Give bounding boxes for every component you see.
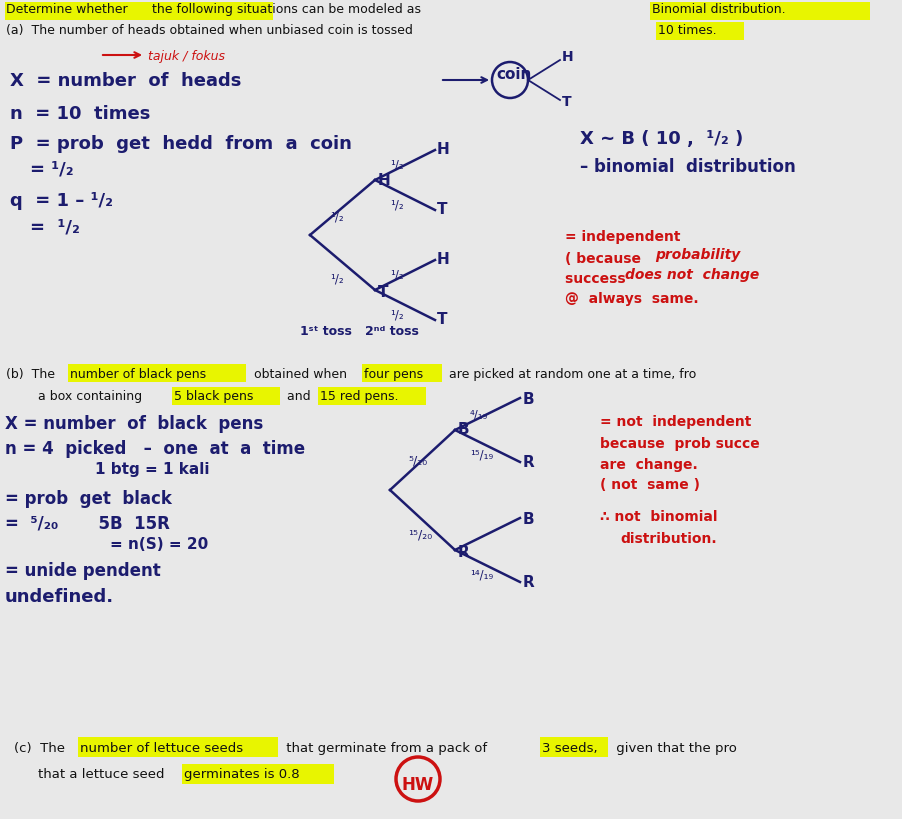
Text: that germinate from a pack of: that germinate from a pack of — [281, 742, 491, 755]
Text: 5 black pens: 5 black pens — [174, 390, 253, 403]
Bar — [5, 2, 272, 20]
Bar — [649, 2, 869, 20]
Text: ⁴/₁₉: ⁴/₁₉ — [469, 408, 488, 421]
Text: ¹/₂: ¹/₂ — [390, 198, 403, 211]
Text: (a)  The number of heads obtained when unbiased coin is tossed: (a) The number of heads obtained when un… — [6, 24, 417, 37]
Text: the following situations can be modeled as: the following situations can be modeled … — [148, 3, 425, 16]
Text: a box containing: a box containing — [38, 390, 146, 403]
Text: does not  change: does not change — [624, 268, 759, 282]
Bar — [539, 737, 607, 757]
Text: and: and — [282, 390, 314, 403]
Text: ( not  same ): ( not same ) — [599, 478, 699, 492]
Bar — [68, 364, 245, 382]
Bar — [318, 387, 426, 405]
Text: q  = 1 – ¹/₂: q = 1 – ¹/₂ — [10, 192, 113, 210]
Text: = n(S) = 20: = n(S) = 20 — [110, 537, 208, 552]
Text: P  = prob  get  hedd  from  a  coin: P = prob get hedd from a coin — [10, 135, 352, 153]
Text: X ~ B ( 10 ,  ¹/₂ ): X ~ B ( 10 , ¹/₂ ) — [579, 130, 742, 148]
Text: B: B — [457, 422, 469, 437]
Text: – binomial  distribution: – binomial distribution — [579, 158, 795, 176]
Text: undefined.: undefined. — [5, 588, 114, 606]
Text: HW: HW — [401, 776, 434, 794]
Text: ∴ not  binomial: ∴ not binomial — [599, 510, 717, 524]
Text: ¹/₂: ¹/₂ — [390, 308, 403, 321]
Text: (c)  The: (c) The — [14, 742, 69, 755]
Text: because  prob succe: because prob succe — [599, 437, 759, 451]
Bar — [362, 364, 441, 382]
Text: success: success — [565, 272, 635, 286]
Text: T: T — [378, 285, 388, 300]
Text: @  always  same.: @ always same. — [565, 292, 698, 306]
Text: B: B — [522, 512, 534, 527]
Text: Determine whether: Determine whether — [6, 3, 127, 16]
Text: number of black pens: number of black pens — [70, 368, 206, 381]
Text: 15 red pens.: 15 red pens. — [319, 390, 398, 403]
Text: ¹⁵/₂₀: ¹⁵/₂₀ — [408, 528, 432, 541]
Text: H: H — [437, 252, 449, 267]
Text: 2ⁿᵈ toss: 2ⁿᵈ toss — [364, 325, 419, 338]
Text: 10 times.: 10 times. — [658, 24, 716, 37]
Text: tajuk / fokus: tajuk / fokus — [148, 50, 225, 63]
Bar — [171, 387, 280, 405]
Text: =  ⁵/₂₀       5B  15R: = ⁵/₂₀ 5B 15R — [5, 515, 170, 533]
Text: ¹/₂: ¹/₂ — [390, 268, 403, 281]
Text: = independent: = independent — [565, 230, 680, 244]
Text: H: H — [561, 50, 573, 64]
Text: = ¹/₂: = ¹/₂ — [30, 160, 74, 178]
Text: four pens: four pens — [364, 368, 423, 381]
Text: that a lettuce seed: that a lettuce seed — [38, 768, 169, 781]
Text: =  ¹/₂: = ¹/₂ — [30, 218, 79, 236]
Text: X  = number  of  heads: X = number of heads — [10, 72, 241, 90]
Text: number of lettuce seeds: number of lettuce seeds — [80, 742, 243, 755]
Text: probability: probability — [654, 248, 740, 262]
Text: coin: coin — [495, 67, 530, 82]
Text: 1ˢᵗ toss: 1ˢᵗ toss — [299, 325, 352, 338]
Text: H: H — [437, 142, 449, 157]
Text: germinates is 0.8: germinates is 0.8 — [184, 768, 299, 781]
Text: ⁵/₂₀: ⁵/₂₀ — [408, 455, 427, 468]
Text: obtained when: obtained when — [250, 368, 351, 381]
Text: ¹/₂: ¹/₂ — [329, 273, 344, 286]
Text: = not  independent: = not independent — [599, 415, 750, 429]
Text: = prob  get  black: = prob get black — [5, 490, 171, 508]
Bar — [182, 764, 334, 784]
Text: (b)  The: (b) The — [6, 368, 59, 381]
Text: Binomial distribution.: Binomial distribution. — [651, 3, 785, 16]
Text: ( because: ( because — [565, 252, 650, 266]
Text: distribution.: distribution. — [620, 532, 716, 546]
Text: T: T — [437, 202, 447, 217]
Text: X = number  of  black  pens: X = number of black pens — [5, 415, 263, 433]
Text: = unide pendent: = unide pendent — [5, 562, 161, 580]
Text: given that the pro: given that the pro — [612, 742, 736, 755]
Text: ¹⁴/₁₉: ¹⁴/₁₉ — [469, 568, 492, 581]
Text: are  change.: are change. — [599, 458, 697, 472]
Text: 3 seeds,: 3 seeds, — [541, 742, 597, 755]
Text: B: B — [522, 392, 534, 407]
Text: ¹/₂: ¹/₂ — [329, 210, 344, 223]
Text: are picked at random one at a time, fro: are picked at random one at a time, fro — [445, 368, 695, 381]
Text: n = 4  picked   –  one  at  a  time: n = 4 picked – one at a time — [5, 440, 305, 458]
Text: ¹⁵/₁₉: ¹⁵/₁₉ — [469, 448, 492, 461]
Text: 1 btg = 1 kali: 1 btg = 1 kali — [95, 462, 209, 477]
Text: n  = 10  times: n = 10 times — [10, 105, 151, 123]
Text: T: T — [561, 95, 571, 109]
Text: T: T — [437, 312, 447, 327]
Text: H: H — [378, 173, 391, 188]
Text: R: R — [522, 455, 534, 470]
Text: ¹/₂: ¹/₂ — [390, 158, 403, 171]
Text: R: R — [522, 575, 534, 590]
Bar — [78, 737, 278, 757]
Text: R: R — [457, 545, 469, 560]
Bar — [655, 22, 743, 40]
